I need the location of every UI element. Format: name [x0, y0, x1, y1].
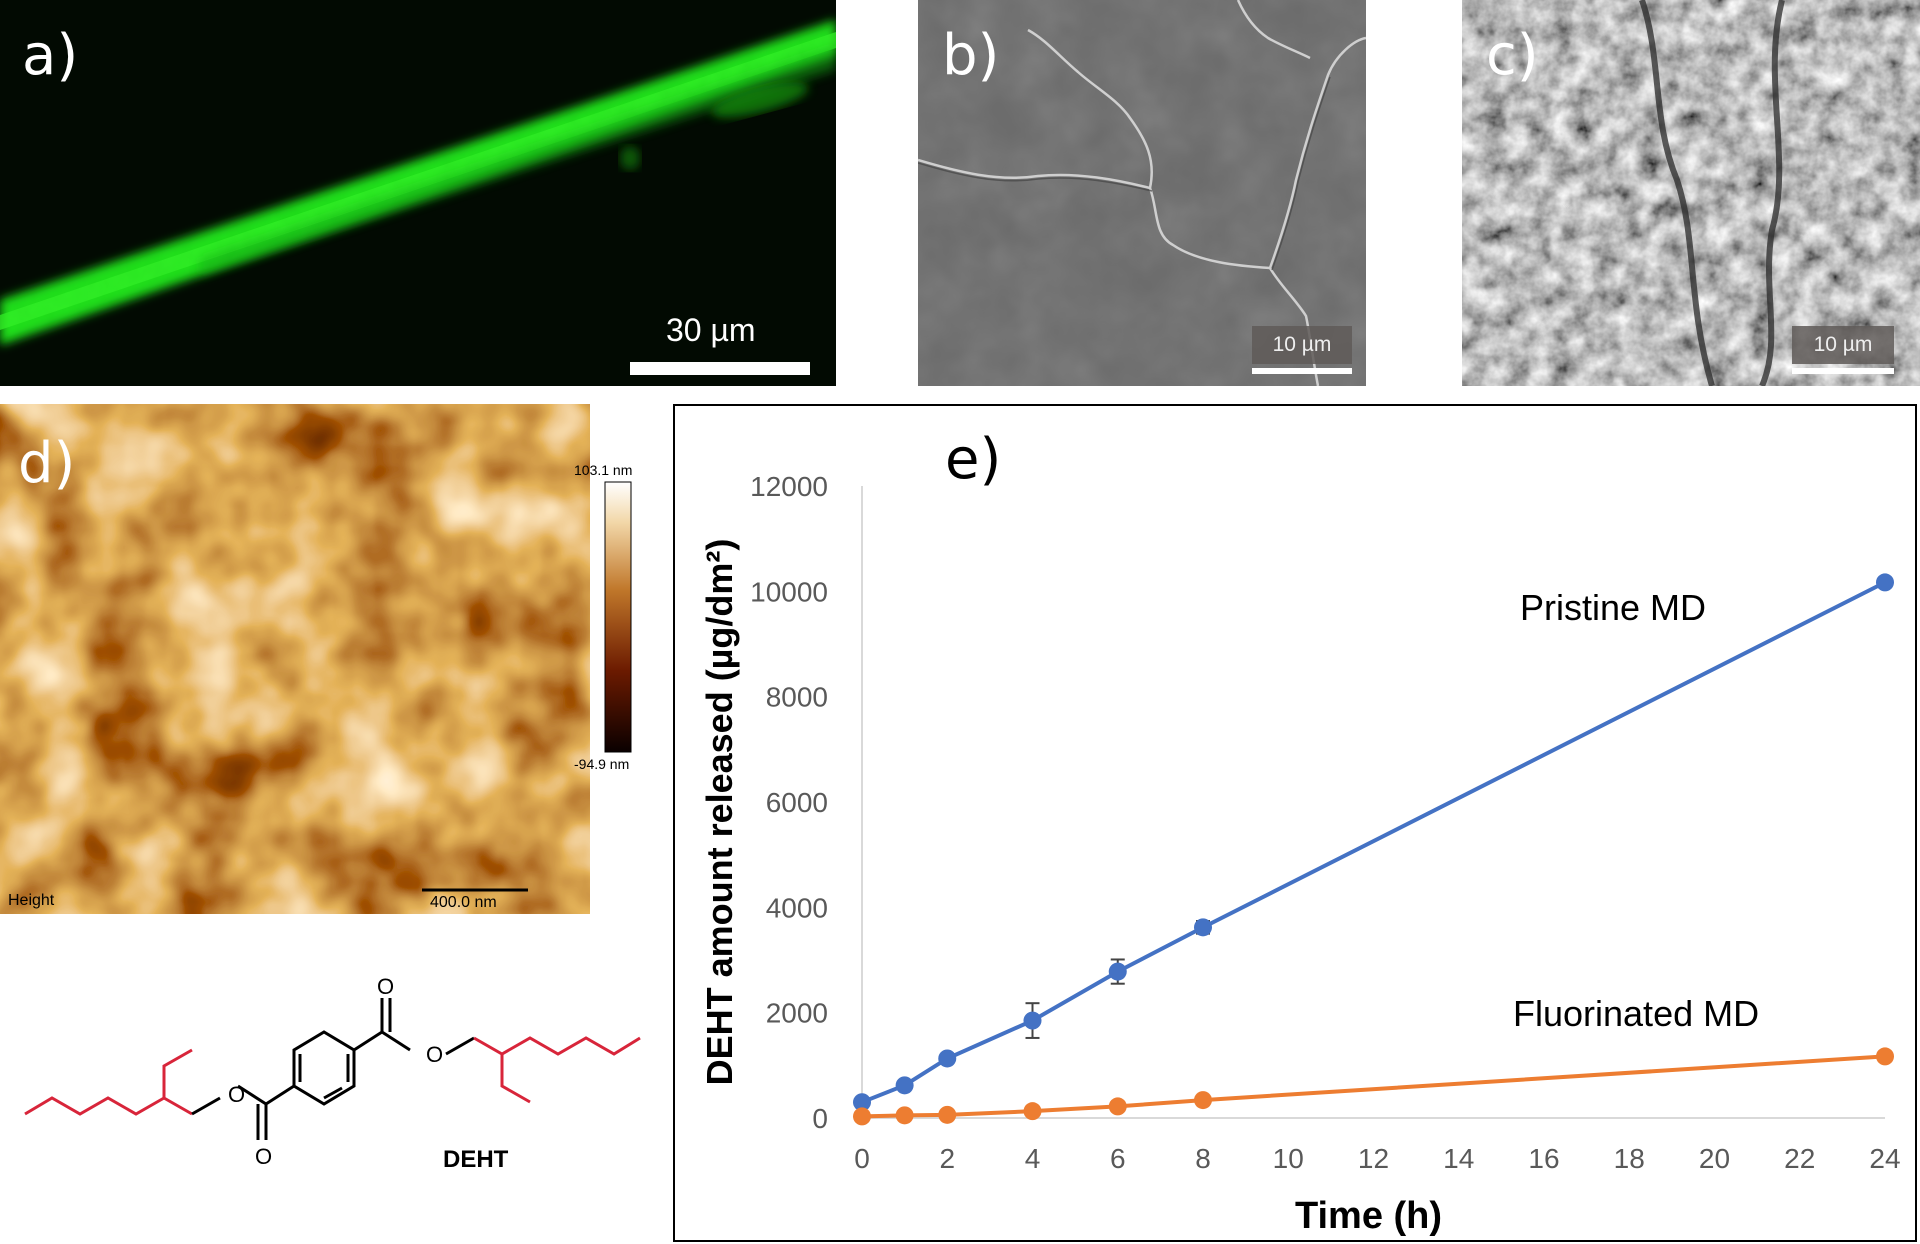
y-tick-label: 12000: [750, 471, 828, 502]
data-point: [1876, 1047, 1894, 1066]
afm-height-map: [0, 404, 536, 886]
x-tick-label: 22: [1784, 1143, 1815, 1174]
series-line: [861, 1054, 1886, 1119]
y-tick-label: 8000: [766, 682, 828, 713]
panel-b-sem-image: b) 10 µm: [918, 0, 1366, 386]
data-point: [895, 1106, 914, 1125]
x-tick-label: 8: [1195, 1143, 1211, 1174]
panel-e-label: e): [945, 427, 1001, 492]
y-tick-label: 4000: [766, 892, 828, 923]
data-point: [895, 1076, 914, 1095]
scale-bar: [630, 362, 810, 375]
deht-molecule-drawing: O O O O: [24, 974, 641, 1169]
panel-d-afm-image: d) 103.1 nm -94.9 nm Height 400.0 nm: [0, 404, 680, 914]
data-point: [938, 1105, 957, 1124]
x-axis-title: Time (h): [1295, 1195, 1442, 1237]
panel-c-sem-image: c) 10 µm: [1462, 0, 1920, 386]
scale-bar-label: 10 µm: [1252, 326, 1352, 364]
x-tick-label: 16: [1528, 1143, 1559, 1174]
channel-label: Height: [8, 892, 55, 909]
svg-text:O: O: [228, 1082, 245, 1107]
scale-bar: [1252, 368, 1352, 374]
y-axis-title: DEHT amount released (µg/dm²): [699, 539, 740, 1086]
scale-bar-label: 30 µm: [666, 312, 756, 348]
series-label: Fluorinated MD: [1513, 993, 1759, 1034]
y-tick-label: 0: [812, 1103, 828, 1134]
y-tick-label: 10000: [750, 576, 828, 607]
svg-text:O: O: [255, 1144, 272, 1169]
scale-bar-label: 400.0 nm: [430, 894, 497, 911]
x-tick-label: 0: [854, 1143, 870, 1174]
panel-d-label: d): [18, 431, 76, 496]
panel-e-release-chart: 0 2000 4000 6000 8000 10000 12000 0 2 4 6 8 10 12 14 16…: [673, 404, 1917, 1242]
data-point: [1194, 918, 1212, 937]
colorbar-min-label: -94.9 nm: [574, 756, 630, 772]
molecule-name: DEHT: [443, 1146, 509, 1173]
data-point: [853, 1107, 871, 1126]
fluorescent-fiber-image: [0, 20, 836, 345]
x-tick-label: 10: [1273, 1143, 1304, 1174]
panel-a-label: a): [22, 23, 79, 88]
data-point: [1023, 1011, 1042, 1030]
x-tick-label: 20: [1699, 1143, 1730, 1174]
scale-bar: [1792, 368, 1894, 374]
y-tick-label: 2000: [766, 998, 828, 1029]
data-point: [1194, 1091, 1212, 1110]
data-point: [1876, 573, 1894, 592]
deht-structure: O O O O DEHT: [0, 970, 660, 1200]
data-point: [1023, 1102, 1042, 1121]
data-point: [938, 1049, 957, 1068]
x-tick-label: 12: [1358, 1143, 1389, 1174]
colorbar-max-label: 103.1 nm: [574, 462, 633, 478]
x-tick-label: 24: [1869, 1143, 1900, 1174]
scale-bar-label: 10 µm: [1792, 326, 1894, 364]
series-label: Pristine MD: [1520, 587, 1706, 628]
x-tick-label: 18: [1614, 1143, 1645, 1174]
x-tick-label: 2: [939, 1143, 955, 1174]
x-tick-label: 14: [1443, 1143, 1474, 1174]
panel-b-label: b): [942, 23, 1000, 88]
panel-c-label: c): [1486, 23, 1539, 88]
sem-surface-image: [1462, 0, 1920, 386]
x-tick-label: 4: [1025, 1143, 1041, 1174]
panel-a-fluorescence-image: a) 30 µm: [0, 0, 836, 386]
afm-colorbar: [604, 481, 632, 753]
sem-surface-image: [918, 0, 1366, 386]
svg-text:O: O: [377, 974, 394, 999]
x-tick-label: 6: [1110, 1143, 1126, 1174]
data-point: [853, 1093, 871, 1112]
svg-text:O: O: [426, 1042, 443, 1067]
y-tick-label: 6000: [766, 787, 828, 818]
data-point: [1108, 962, 1127, 981]
data-point: [1108, 1097, 1127, 1116]
